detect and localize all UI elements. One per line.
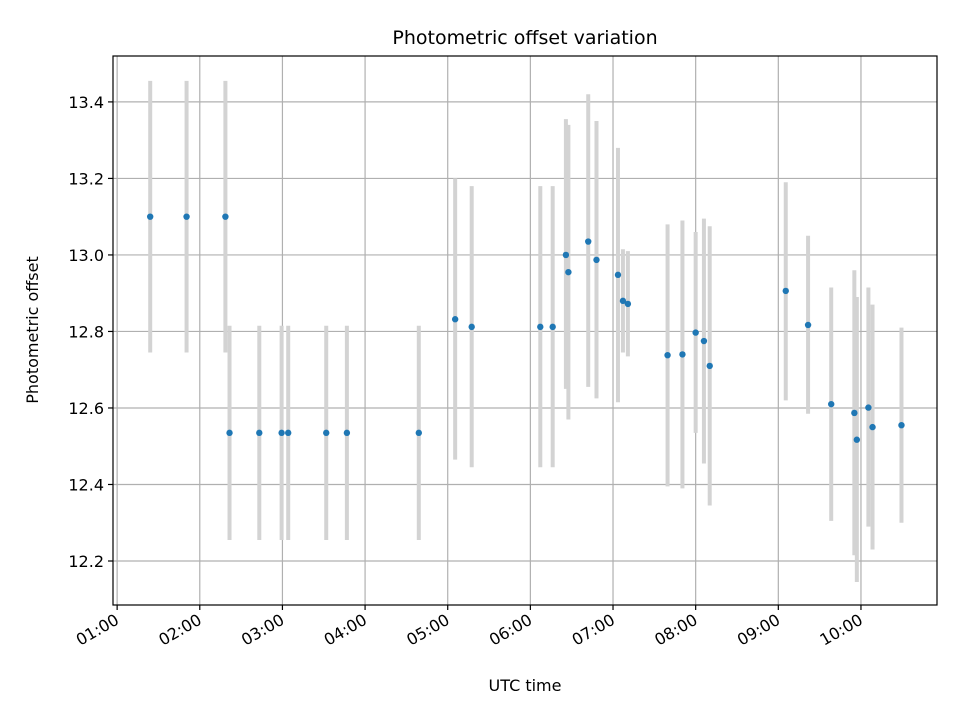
y-tick-label: 12.2 <box>68 552 104 571</box>
data-point <box>851 409 858 417</box>
data-point <box>804 321 812 329</box>
data-point <box>323 429 330 437</box>
data-point <box>415 429 422 437</box>
grid-lines <box>113 56 937 605</box>
data-points <box>146 213 905 443</box>
data-point <box>562 251 570 259</box>
data-point <box>700 337 708 345</box>
data-point <box>624 300 632 308</box>
x-axis-label: UTC time <box>489 676 562 695</box>
data-point <box>451 316 459 323</box>
y-axis-label: Photometric offset <box>23 256 42 404</box>
data-point <box>619 297 627 305</box>
y-tick-label: 12.4 <box>68 475 104 494</box>
data-point <box>782 287 789 295</box>
chart-title: Photometric offset variation <box>392 27 657 49</box>
data-point <box>226 429 233 437</box>
data-point <box>585 238 592 245</box>
data-point <box>828 400 835 408</box>
data-point <box>343 429 351 437</box>
data-point <box>565 268 572 276</box>
data-point <box>869 423 876 431</box>
data-point <box>549 323 556 331</box>
data-point <box>706 362 713 370</box>
y-tick-label: 13.0 <box>68 246 104 265</box>
data-point <box>183 213 190 220</box>
data-point <box>278 429 285 437</box>
y-tick-label: 13.4 <box>68 93 104 112</box>
y-tick-label: 13.2 <box>68 169 104 188</box>
y-tick-label: 12.8 <box>68 322 104 341</box>
y-tick-label: 12.6 <box>68 399 104 418</box>
data-point <box>898 421 905 429</box>
data-point <box>853 436 861 443</box>
data-point <box>285 429 292 437</box>
data-point <box>593 256 600 264</box>
data-point <box>146 213 154 220</box>
data-point <box>614 271 622 279</box>
data-point <box>222 213 229 220</box>
plot-frame <box>112 55 938 606</box>
data-point <box>664 351 671 359</box>
data-point <box>256 429 263 437</box>
data-point <box>537 323 544 331</box>
data-point <box>865 404 872 411</box>
data-point <box>468 323 475 331</box>
data-point <box>692 329 699 336</box>
y-axis-ticks: 12.2 12.4 12.6 12.8 13.0 13.2 13.4 <box>68 93 113 571</box>
data-point <box>679 351 686 358</box>
